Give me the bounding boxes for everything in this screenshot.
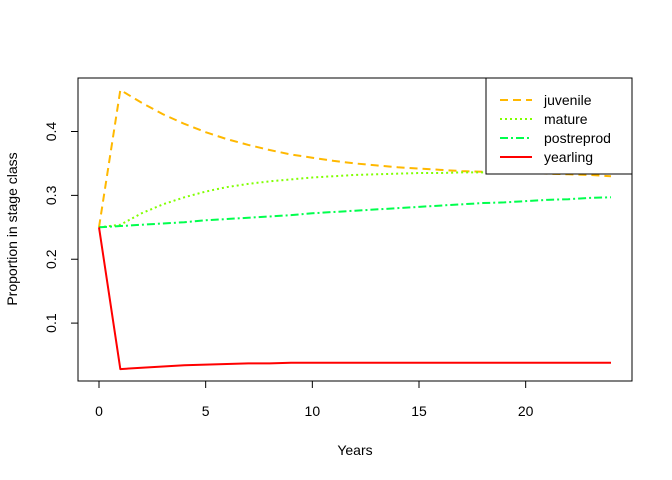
y-tick-label: 0.3	[43, 185, 59, 205]
y-tick-label: 0.4	[43, 122, 59, 142]
axes: 0 5 10 15 20 0.1 0.2 0.3 0.4	[43, 122, 534, 419]
legend: juvenile mature postreprod yearling	[485, 77, 633, 175]
y-tick-label: 0.1	[43, 313, 59, 333]
series-line-yearling	[98, 227, 611, 371]
legend-label-yearling: yearling	[544, 149, 593, 165]
series-line-mature	[98, 171, 611, 229]
legend-label-juvenile: juvenile	[543, 92, 592, 108]
series-line-postreprod	[98, 196, 612, 229]
x-axis-label: Years	[337, 442, 372, 458]
x-tick-label: 20	[518, 403, 534, 419]
legend-label-postreprod: postreprod	[544, 130, 611, 146]
series-line-juvenile	[98, 89, 612, 228]
y-tick-label: 0.2	[43, 249, 59, 269]
legend-label-mature: mature	[544, 111, 588, 127]
x-tick-label: 10	[305, 403, 321, 419]
series-group	[98, 89, 612, 371]
x-tick-label: 0	[95, 403, 103, 419]
y-axis-label: Proportion in stage class	[4, 152, 20, 305]
x-tick-label: 5	[202, 403, 210, 419]
x-tick-label: 15	[411, 403, 427, 419]
